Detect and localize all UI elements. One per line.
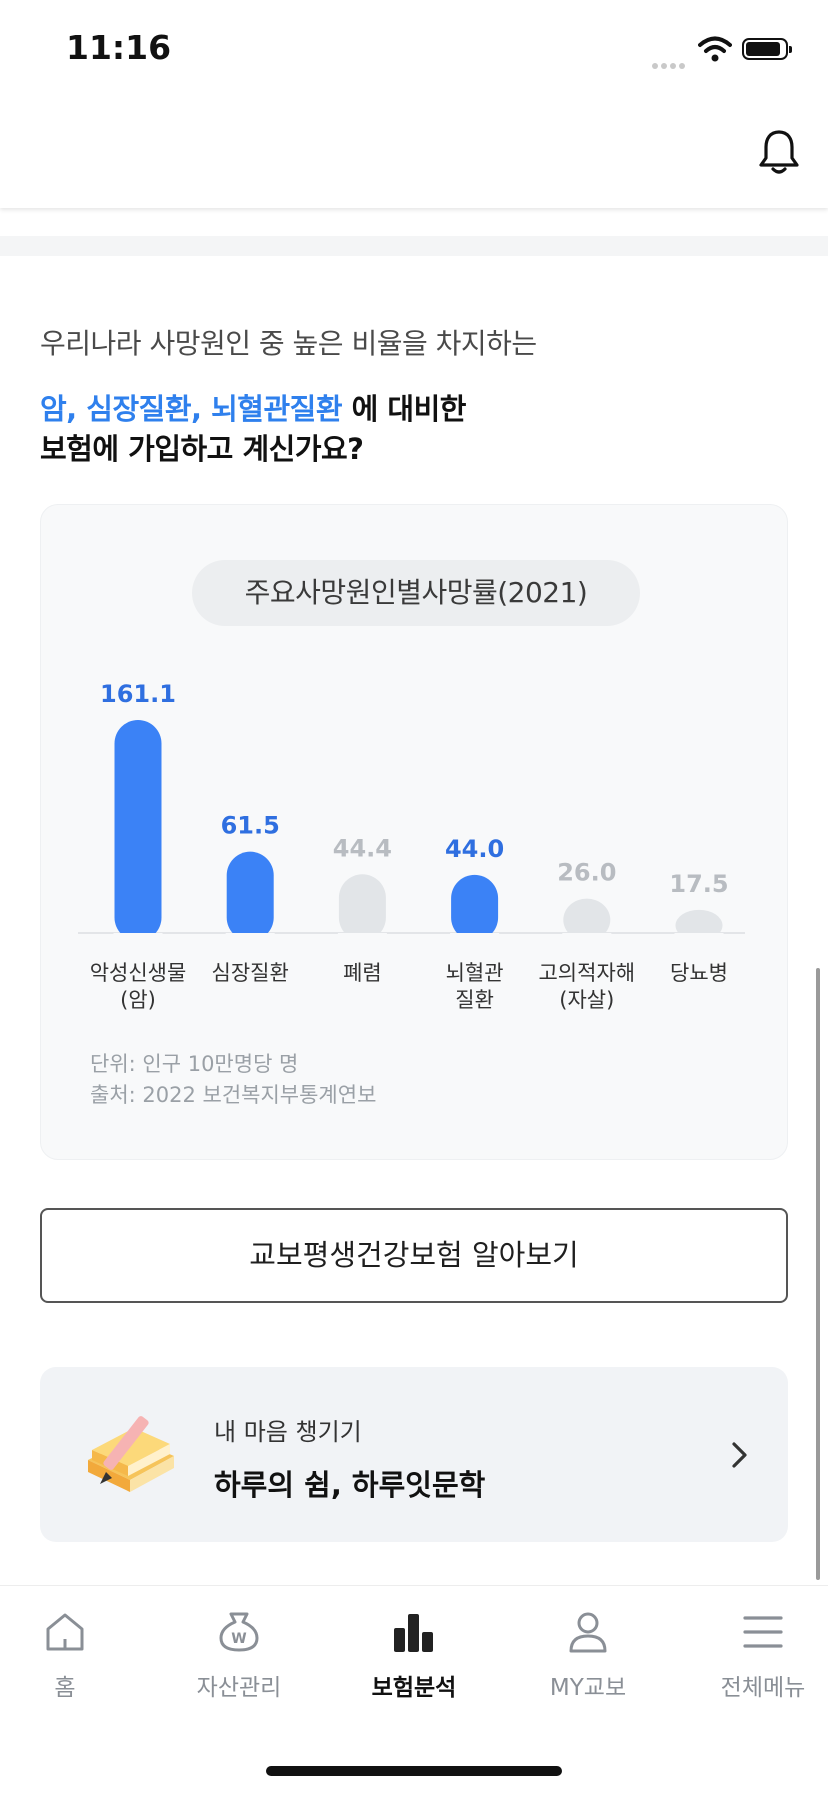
chart-bar-base-mask [113,933,163,945]
money-bag-icon: W [219,1612,259,1652]
tab-insurance-analysis-label: 보험분석 [371,1675,457,1701]
chart-bar-base-mask [337,933,387,945]
chart-bar [114,720,162,941]
chart-bar [226,851,274,941]
section-divider [0,236,828,256]
chart-bar-base-mask [674,933,724,945]
headline-line2: 암, 심장질환, 뇌혈관질환 에 대비한 [40,386,466,428]
chart-category-label: 폐렴 [343,961,382,985]
chart-value-label: 17.5 [669,870,728,898]
signal-icon [652,54,690,69]
chart-bar [451,874,499,941]
chart-unit-note: 단위: 인구 10만명당 명 [90,1052,299,1076]
wifi-icon [698,36,732,62]
chart-category-label: 질환 [455,988,494,1012]
top-header [0,0,828,208]
chart-category-label: 당뇨병 [670,961,728,985]
promo-title: 하루의 쉼, 하루잇문학 [214,1468,486,1502]
chart-value-label: 26.0 [557,859,616,887]
scrollbar[interactable] [816,968,820,1580]
kyobo-health-insurance-button[interactable]: 교보평생건강보험 알아보기 [40,1208,788,1303]
chart-value-label: 44.0 [445,835,504,863]
bar-chart-icon [394,1614,433,1652]
bell-icon[interactable] [758,128,800,176]
chart-bar-base-mask [562,933,612,945]
tab-asset-management-label: 자산관리 [196,1675,282,1701]
tab-asset-management[interactable]: W 자산관리 [174,1610,304,1702]
chart-title: 주요사망원인별사망률(2021) [192,560,640,626]
tab-home-label: 홈 [54,1675,76,1701]
battery-icon [742,38,792,60]
chart-bar [563,898,611,941]
tab-full-menu[interactable]: 전체메뉴 [698,1610,828,1702]
chart-category-label: (자살) [559,988,614,1012]
chart-category-label: 뇌혈관 [446,961,504,985]
home-icon [46,1613,84,1651]
chart-category-label: (암) [120,988,156,1012]
chart-category-label: 심장질환 [212,961,289,985]
menu-icon [743,1616,783,1648]
headline-line1: 우리나라 사망원인 중 높은 비율을 차지하는 [40,327,537,360]
chart-bar [338,874,386,941]
tab-insurance-analysis[interactable]: 보험분석 [349,1610,479,1702]
headline-line2-rest: 에 대비한 [342,392,467,426]
headline-line3: 보험에 가입하고 계신가요? [40,432,364,466]
chart-category-label: 악성신생물 [90,961,187,985]
book-pencil-icon [88,1416,174,1492]
chevron-right-icon[interactable] [724,1440,754,1470]
chart-value-label: 44.4 [333,834,392,862]
promo-subtitle: 내 마음 챙기기 [214,1418,362,1446]
chart-bar-base-mask [450,933,500,945]
status-time: 11:16 [66,28,172,67]
chart-category-label: 고의적자해 [538,961,635,985]
tab-my-kyobo-label: MY교보 [549,1675,627,1701]
tab-home[interactable]: 홈 [0,1610,130,1702]
person-icon [569,1612,607,1653]
headline-highlight: 암, 심장질환, 뇌혈관질환 [40,392,343,426]
chart-value-label: 161.1 [100,680,176,708]
chart-source-note: 출처: 2022 보건복지부통계연보 [90,1083,377,1107]
tab-my-kyobo[interactable]: MY교보 [523,1610,653,1702]
chart-bar-base-mask [225,933,275,945]
death-rate-bar-chart: 161.1 악성신생물 (암) 61.5 심장질환 44.4 폐렴 44.0 뇌혈관질환 26.0… [78,680,745,1012]
chart-value-label: 61.5 [221,812,280,840]
home-indicator [266,1766,562,1776]
tab-full-menu-label: 전체메뉴 [720,1675,806,1701]
svg-text:W: W [231,1631,246,1647]
